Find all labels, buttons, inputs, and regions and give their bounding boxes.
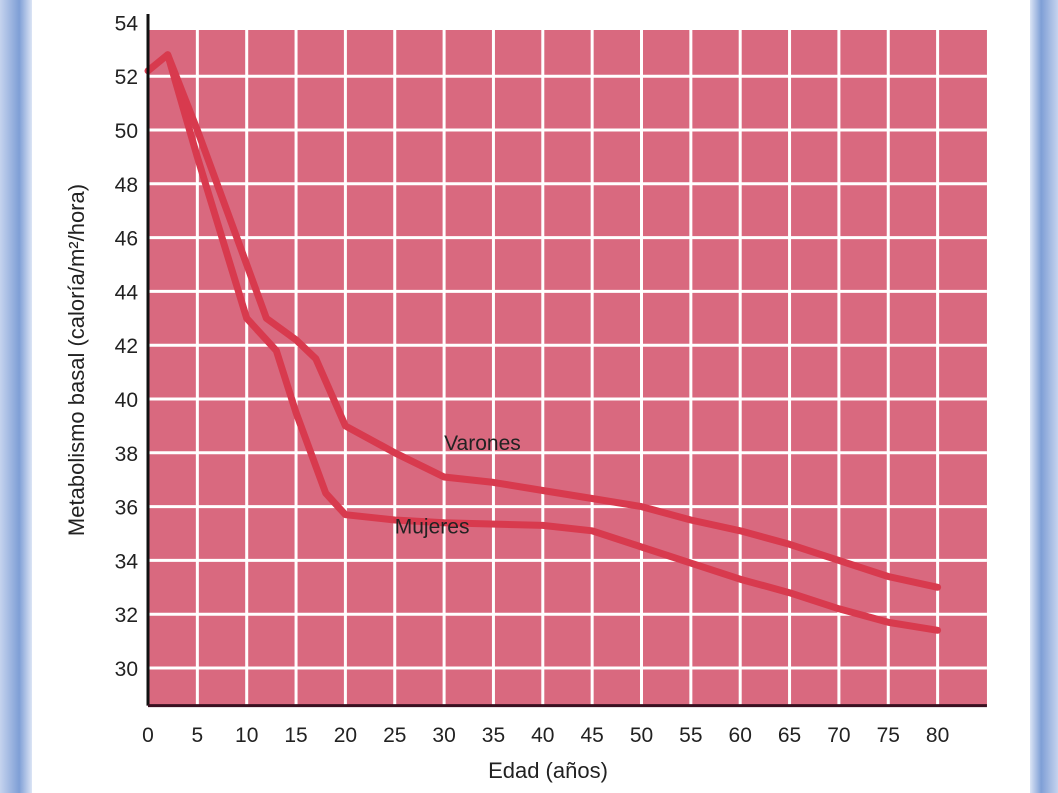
y-tick-label: 42 (115, 335, 138, 358)
tick-labels: 0 5 10 15 20 25 30 35 40 45 50 55 60 65 70 75 80 30 32 34 36… (115, 12, 950, 747)
y-tick-label: 38 (115, 443, 138, 466)
y-tick-label: 50 (115, 120, 138, 143)
x-tick-label: 50 (630, 724, 653, 747)
x-tick-label: 35 (482, 724, 505, 747)
x-tick-label: 20 (334, 724, 357, 747)
series-line-mujeres (164, 51, 942, 634)
x-tick-label: 5 (192, 724, 204, 747)
y-tick-label: 30 (115, 658, 138, 681)
left-frame-bar (0, 0, 32, 793)
x-tick-label: 60 (729, 724, 752, 747)
x-tick-label: 70 (827, 724, 850, 747)
y-tick-label: 54 (115, 12, 139, 35)
x-tick-label: 10 (235, 724, 258, 747)
y-axis-label: Metabolismo basal (caloría/m²/hora) (64, 184, 89, 536)
plot-background (148, 30, 987, 706)
axes (146, 14, 987, 708)
x-tick-label: 45 (580, 724, 603, 747)
x-axis-label: Edad (años) (488, 758, 608, 783)
y-tick-label: 52 (115, 66, 138, 89)
x-tick-label: 65 (778, 724, 801, 747)
x-tick-label: 55 (679, 724, 702, 747)
right-frame-bar (1030, 0, 1058, 793)
y-tick-label: 34 (115, 550, 139, 573)
y-tick-label: 32 (115, 604, 138, 627)
x-tick-label: 40 (531, 724, 554, 747)
x-tick-label: 75 (877, 724, 900, 747)
x-tick-label: 0 (142, 724, 154, 747)
grid (148, 30, 987, 706)
y-tick-label: 40 (115, 389, 138, 412)
y-tick-label: 46 (115, 228, 138, 251)
series-label-mujeres: Mujeres (395, 516, 470, 539)
x-tick-label: 30 (432, 724, 455, 747)
x-tick-label: 15 (284, 724, 307, 747)
y-tick-label: 44 (115, 281, 139, 304)
x-tick-label: 25 (383, 724, 406, 747)
x-tick-label: 80 (926, 724, 949, 747)
series-lines: Varones Mujeres (144, 51, 942, 634)
y-tick-label: 48 (115, 174, 138, 197)
series-line-varones (144, 51, 942, 591)
y-tick-label: 36 (115, 497, 138, 520)
series-label-varones: Varones (444, 432, 521, 455)
